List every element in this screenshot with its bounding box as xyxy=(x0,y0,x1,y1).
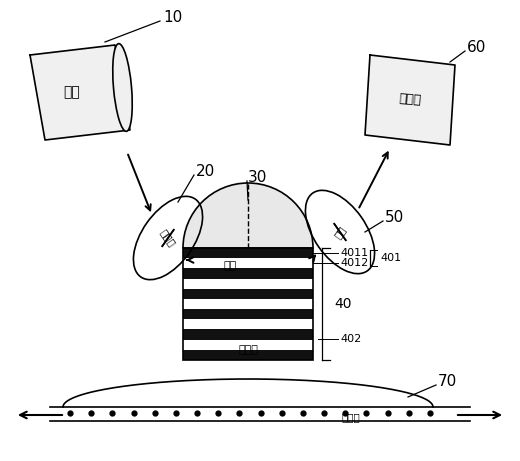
Bar xyxy=(183,309,313,319)
Bar xyxy=(183,350,313,360)
Text: 402: 402 xyxy=(340,334,361,344)
Bar xyxy=(183,340,313,350)
Text: 偏光器: 偏光器 xyxy=(159,227,177,248)
Text: 70: 70 xyxy=(438,374,457,390)
Text: 20: 20 xyxy=(196,165,215,179)
Text: 4012: 4012 xyxy=(340,258,368,268)
Polygon shape xyxy=(365,55,455,145)
Text: 光源: 光源 xyxy=(63,85,81,99)
Text: 40: 40 xyxy=(334,297,352,311)
Bar xyxy=(183,299,313,309)
Wedge shape xyxy=(183,183,313,248)
Ellipse shape xyxy=(113,44,132,131)
Text: 样品层: 样品层 xyxy=(342,412,361,422)
Text: 棱镜: 棱镜 xyxy=(224,261,237,271)
Text: 检测器: 检测器 xyxy=(398,93,422,107)
Text: 401: 401 xyxy=(380,253,401,263)
Polygon shape xyxy=(30,45,130,140)
Bar xyxy=(183,248,313,258)
Bar xyxy=(183,319,313,330)
Text: 60: 60 xyxy=(467,41,486,55)
Bar xyxy=(183,289,313,299)
Text: 30: 30 xyxy=(248,171,267,185)
Bar xyxy=(183,258,313,268)
Text: 50: 50 xyxy=(385,211,404,225)
Text: 透镜: 透镜 xyxy=(332,224,348,240)
Text: 10: 10 xyxy=(163,11,182,25)
Text: 石墨烯: 石墨烯 xyxy=(238,345,258,355)
Text: 4011: 4011 xyxy=(340,248,368,258)
Bar xyxy=(183,330,313,340)
Bar xyxy=(183,278,313,289)
Bar xyxy=(183,268,313,278)
Bar xyxy=(183,248,313,360)
